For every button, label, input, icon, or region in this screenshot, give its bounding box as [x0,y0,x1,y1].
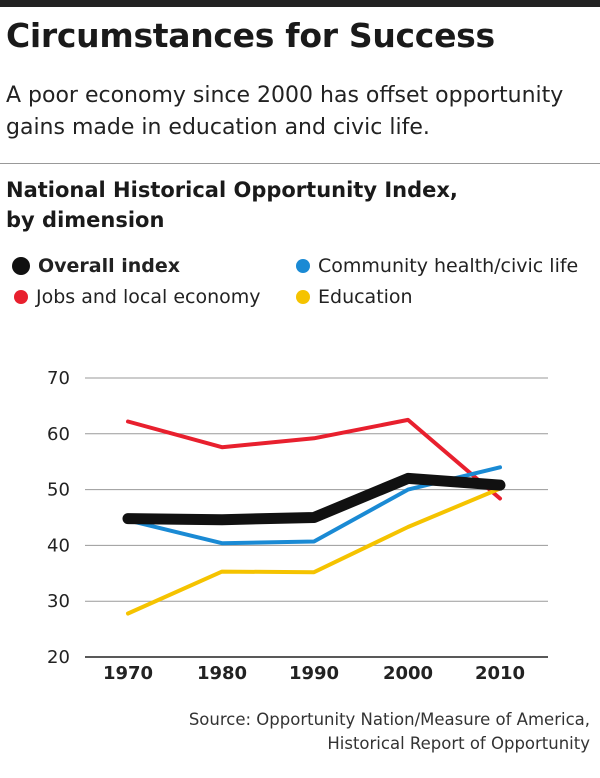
legend-label-overall: Overall index [38,255,181,277]
page-title: Circumstances for Success [6,16,495,55]
page-subtitle: A poor economy since 2000 has offset opp… [6,80,594,144]
x-tick-label-2010: 2010 [475,663,525,684]
chart-title-line-2: by dimension [6,208,165,232]
y-tick-label-60: 60 [47,424,70,445]
legend-label-community: Community health/civic life [318,255,579,277]
source-line-1: Source: Opportunity Nation/Measure of Am… [188,710,590,729]
legend-jobs-economy: Jobs and local economy [12,286,261,308]
legend-label-jobs: Jobs and local economy [36,286,261,308]
divider [0,163,600,164]
x-tick-label-2000: 2000 [383,663,433,684]
legend-label-education: Education [318,286,413,308]
y-tick-label-30: 30 [47,591,70,612]
legend-overall-index: Overall index [12,255,180,277]
subtitle-line-1: A poor economy since 2000 has offset opp… [6,83,564,108]
legend-dot-jobs-icon [14,290,28,304]
y-tick-label-40: 40 [47,535,70,556]
series-line-education [126,486,502,616]
legend-dot-overall-icon [12,257,30,275]
legend-dot-community-icon [296,259,310,273]
legend-education: Education [296,286,413,308]
top-rule [0,0,600,7]
subtitle-line-2: gains made in education and civic life. [6,115,430,140]
series-line-overall-index [122,472,506,526]
chart-title-line-1: National Historical Opportunity Index, [6,178,458,202]
x-tick-label-1980: 1980 [197,663,247,684]
y-tick-label-20: 20 [47,647,70,668]
y-tick-label-50: 50 [47,480,70,501]
source-note: Source: Opportunity Nation/Measure of Am… [30,708,590,756]
legend-dot-education-icon [296,290,310,304]
series-line-jobs-and-local-economy [126,417,502,501]
chart-title: National Historical Opportunity Index, b… [6,175,594,235]
x-tick-label-1990: 1990 [289,663,339,684]
y-tick-label-70: 70 [47,368,70,389]
x-tick-label-1970: 1970 [103,663,153,684]
source-line-2: Historical Report of Opportunity [327,734,590,753]
legend-community-health: Community health/civic life [296,255,578,277]
